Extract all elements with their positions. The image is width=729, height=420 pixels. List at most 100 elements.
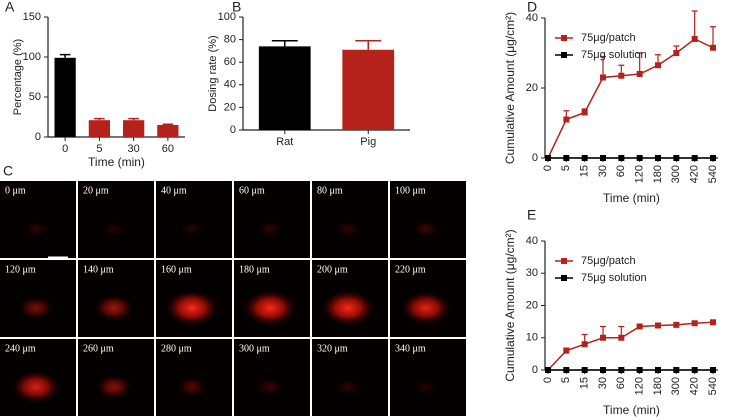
image-cell: 60 μm bbox=[234, 181, 310, 258]
depth-label: 180 μm bbox=[239, 264, 270, 275]
x-tick-label: 30 bbox=[128, 143, 140, 155]
depth-label: 340 μm bbox=[395, 343, 426, 354]
bar bbox=[123, 120, 145, 137]
fluorescence bbox=[321, 290, 375, 326]
image-background bbox=[312, 339, 388, 416]
image-cell: 100 μm bbox=[390, 181, 466, 258]
legend-label: 75μg solution bbox=[581, 272, 647, 284]
marker bbox=[691, 155, 698, 161]
fluorescence bbox=[257, 378, 283, 396]
depth-label: 160 μm bbox=[161, 264, 192, 275]
y-tick-label: 50 bbox=[29, 91, 41, 103]
image-cell: 200 μm bbox=[312, 260, 388, 337]
error-bar bbox=[710, 26, 716, 48]
x-tick-label: Rat bbox=[276, 136, 293, 148]
error-bar bbox=[128, 117, 139, 121]
image-cell: 320 μm bbox=[312, 339, 388, 416]
x-tick-label: 420 bbox=[689, 165, 701, 183]
y-tick-label: 0 bbox=[532, 152, 538, 164]
x-tick-label: 5 bbox=[560, 377, 572, 383]
legend-label: 75μg solution bbox=[581, 49, 647, 61]
legend-label: 75μg/patch bbox=[581, 255, 636, 267]
series-line bbox=[547, 38, 714, 159]
image-cell: 0 μm bbox=[0, 181, 76, 258]
panel-label: E bbox=[527, 207, 536, 223]
fluorescence bbox=[12, 371, 60, 403]
fluorescence bbox=[401, 291, 451, 325]
marker bbox=[710, 319, 716, 326]
marker bbox=[600, 74, 606, 81]
y-axis-label: Percentage (%) bbox=[12, 39, 24, 115]
marker bbox=[691, 320, 698, 327]
marker bbox=[563, 116, 570, 123]
depth-label: 0 μm bbox=[5, 185, 26, 196]
image-cell: 300 μm bbox=[234, 339, 310, 416]
image-cell: 220 μm bbox=[390, 260, 466, 337]
marker bbox=[673, 50, 680, 56]
error-bar bbox=[271, 39, 298, 47]
y-tick-label: 10 bbox=[526, 332, 538, 344]
panel-label: B bbox=[232, 0, 241, 15]
series-line bbox=[547, 321, 714, 371]
fluorescence bbox=[243, 290, 297, 326]
fluorescence bbox=[257, 220, 283, 238]
x-tick-label: 0 bbox=[62, 143, 68, 155]
y-axis-label: Cumulative Amount (μg/cm²) bbox=[503, 12, 517, 164]
y-tick-label: 60 bbox=[224, 56, 236, 68]
x-tick-label: 60 bbox=[615, 377, 627, 389]
marker bbox=[581, 341, 588, 348]
marker bbox=[655, 367, 661, 373]
legend-marker bbox=[561, 52, 567, 58]
depth-label: 280 μm bbox=[161, 343, 192, 354]
x-axis-label: Time (min) bbox=[88, 155, 145, 169]
depth-label: 120 μm bbox=[5, 264, 36, 275]
marker bbox=[636, 155, 643, 161]
error-bar bbox=[94, 117, 105, 121]
image-cell: 180 μm bbox=[234, 260, 310, 337]
x-tick-label: 300 bbox=[670, 377, 682, 395]
marker bbox=[618, 155, 625, 161]
y-tick-label: 150 bbox=[23, 11, 41, 23]
marker bbox=[618, 72, 625, 79]
image-background bbox=[0, 181, 76, 258]
legend-marker bbox=[561, 275, 567, 281]
marker bbox=[636, 323, 643, 330]
x-tick-label: 60 bbox=[615, 165, 627, 177]
x-tick-label: 180 bbox=[652, 377, 664, 395]
depth-label: 200 μm bbox=[317, 264, 348, 275]
x-axis-label: Time (min) bbox=[603, 191, 660, 205]
y-tick-label: 40 bbox=[526, 12, 538, 24]
image-background bbox=[312, 181, 388, 258]
bar bbox=[54, 57, 76, 137]
y-tick-label: 80 bbox=[224, 34, 236, 46]
error-bar bbox=[691, 10, 698, 39]
x-tick-label: 60 bbox=[162, 143, 174, 155]
y-tick-label: 100 bbox=[218, 11, 236, 23]
depth-label: 80 μm bbox=[317, 185, 343, 196]
marker bbox=[691, 367, 698, 373]
depth-label: 40 μm bbox=[161, 185, 187, 196]
x-axis-label: Time (min) bbox=[603, 403, 660, 417]
image-background bbox=[390, 181, 466, 258]
x-tick-label: 5 bbox=[560, 165, 572, 171]
image-background bbox=[78, 181, 154, 258]
marker bbox=[710, 44, 716, 51]
marker bbox=[655, 62, 661, 69]
fluorescence bbox=[335, 378, 361, 396]
fluorescence bbox=[335, 220, 361, 238]
fluorescence bbox=[96, 375, 132, 399]
x-tick-label: 420 bbox=[689, 377, 701, 395]
image-cell: 280 μm bbox=[156, 339, 232, 416]
image-cell: 340 μm bbox=[390, 339, 466, 416]
image-cell: 40 μm bbox=[156, 181, 232, 258]
marker bbox=[600, 334, 606, 341]
fluorescence bbox=[413, 220, 439, 238]
bar bbox=[258, 46, 311, 130]
marker bbox=[600, 367, 606, 373]
error-bar bbox=[59, 53, 71, 58]
error-bar bbox=[162, 123, 174, 125]
x-tick-label: 540 bbox=[707, 377, 719, 395]
marker bbox=[655, 322, 661, 329]
image-background bbox=[234, 181, 310, 258]
